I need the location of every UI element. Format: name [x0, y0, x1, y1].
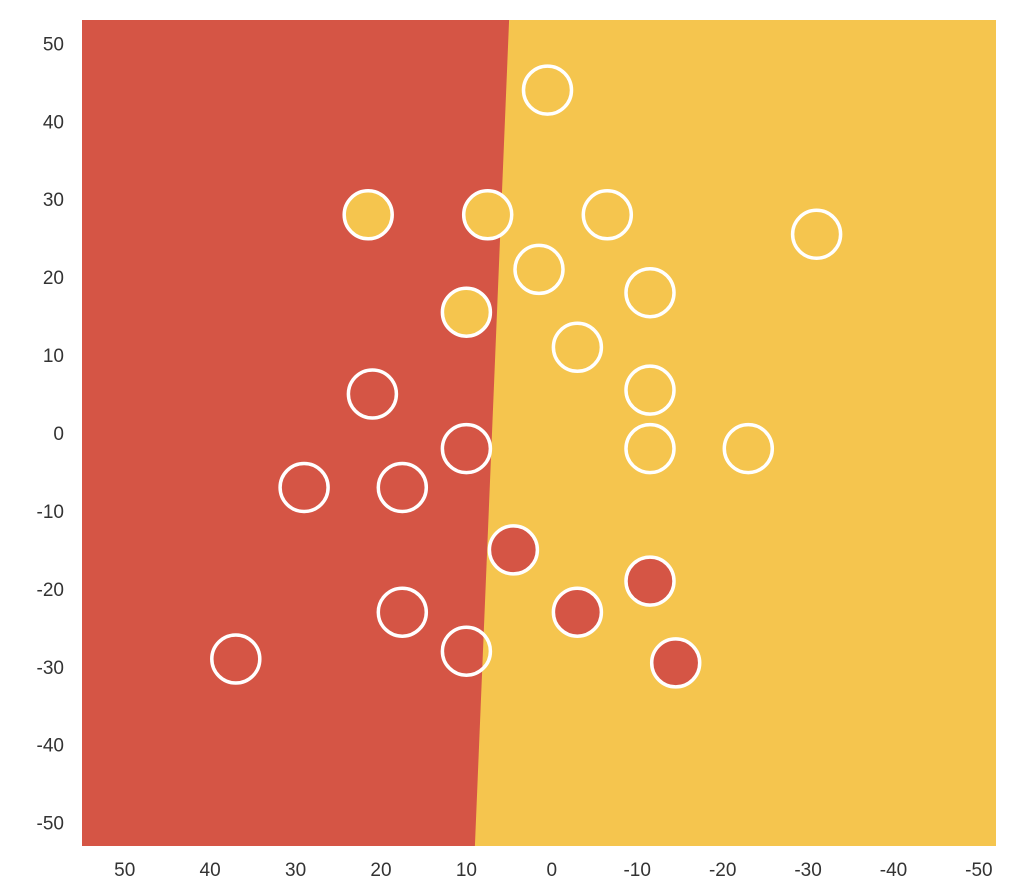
x-tick-label: -10: [623, 860, 650, 881]
y-tick-label: 10: [43, 346, 64, 367]
data-point-red: [551, 586, 604, 638]
data-point-unlabeled: [722, 422, 775, 475]
y-tick-label: 0: [53, 424, 64, 445]
data-point-unlabeled: [521, 64, 574, 116]
data-point-yellow: [342, 189, 394, 241]
data-points: [210, 64, 843, 689]
data-point-unlabeled: [624, 422, 676, 475]
y-tick-label: -30: [37, 658, 64, 679]
y-tick-label: -40: [37, 736, 64, 757]
y-tick-label: 50: [43, 34, 64, 55]
data-point-yellow: [461, 189, 514, 241]
x-tick-label: 10: [456, 860, 477, 881]
data-point-unlabeled: [440, 625, 493, 677]
y-tick-label: 30: [43, 190, 64, 211]
data-point-unlabeled: [624, 364, 676, 416]
data-point-unlabeled: [581, 189, 634, 241]
data-point-unlabeled: [790, 208, 843, 261]
data-point-unlabeled: [346, 368, 399, 420]
y-tick-label: -20: [37, 580, 64, 601]
data-point-unlabeled: [513, 243, 565, 296]
x-tick-label: -30: [794, 860, 821, 881]
decision-regions: [82, 20, 996, 846]
data-point-unlabeled: [376, 586, 429, 638]
x-tick-label: 30: [285, 860, 306, 881]
data-point-red: [649, 637, 702, 689]
data-point-unlabeled: [376, 461, 429, 514]
x-tick-label: 0: [547, 860, 558, 881]
x-tick-label: -40: [880, 860, 907, 881]
x-tick-label: -50: [965, 860, 992, 881]
data-point-red: [624, 555, 676, 607]
data-point-unlabeled: [210, 633, 262, 685]
x-tick-label: -20: [709, 860, 736, 881]
x-tick-label: 40: [200, 860, 221, 881]
data-point-red: [440, 422, 493, 475]
y-tick-label: -50: [37, 814, 64, 835]
region-red: [82, 20, 510, 846]
y-tick-label: 40: [43, 112, 64, 133]
data-point-red: [487, 524, 540, 576]
data-point-yellow: [440, 286, 493, 338]
data-point-unlabeled: [624, 266, 676, 319]
data-point-unlabeled: [278, 461, 330, 514]
y-tick-label: 20: [43, 268, 64, 289]
y-axis-ticks: 50 40 30 20 10 0 -10 -20 -30 -40 -50: [37, 34, 64, 834]
data-point-unlabeled: [551, 321, 604, 374]
y-tick-label: -10: [37, 502, 64, 523]
x-axis-ticks: 50 40 30 20 10 0 -10 -20 -30 -40 -50: [114, 860, 993, 881]
x-tick-label: 50: [114, 860, 135, 881]
x-tick-label: 20: [370, 860, 391, 881]
